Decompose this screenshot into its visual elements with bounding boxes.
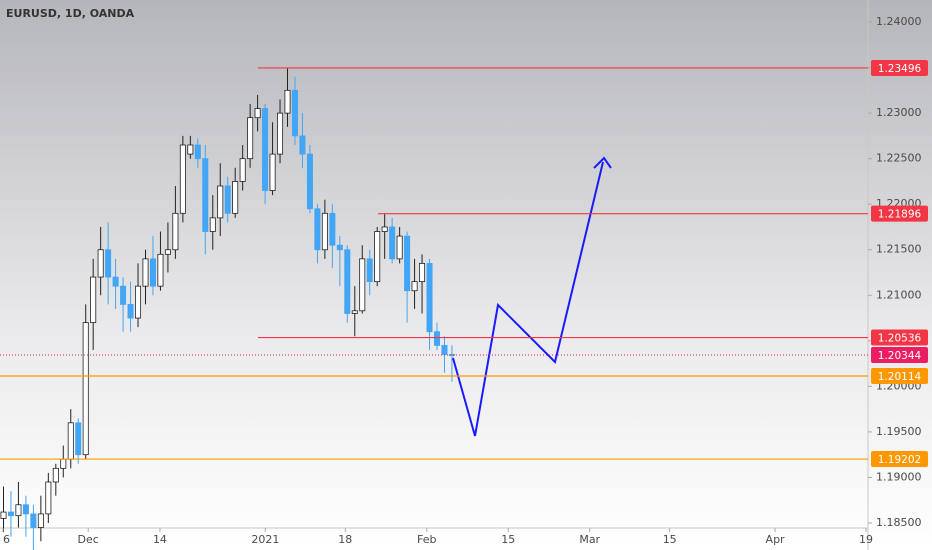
candle-body — [0, 511, 7, 519]
candle-body — [411, 281, 418, 292]
candle-body — [67, 422, 74, 460]
plot — [0, 67, 455, 550]
level-label: 1.23496 — [878, 63, 922, 75]
candle-body — [433, 331, 440, 346]
candle-body — [90, 276, 97, 324]
level-label: 1.19202 — [878, 454, 921, 466]
level-label-box — [871, 329, 928, 346]
candle-body — [15, 504, 22, 517]
candle-body — [336, 244, 343, 251]
candle-body — [45, 481, 52, 515]
candle-body — [217, 185, 224, 219]
level-label-box — [871, 59, 928, 76]
price-tick-label: 1.22500 — [876, 152, 922, 165]
candle-body — [179, 144, 186, 214]
candle-body — [239, 158, 246, 182]
time-tick-label: Apr — [766, 533, 786, 546]
candle-body — [359, 258, 366, 312]
candle-body — [187, 144, 194, 155]
candle-body — [127, 303, 134, 319]
candle-body — [224, 185, 231, 214]
time-tick-label: 15 — [663, 533, 677, 546]
level-label-box — [871, 367, 928, 384]
candle-body — [419, 263, 426, 283]
time-tick-label: 6 — [3, 533, 10, 546]
candle-body — [202, 158, 209, 232]
candle-body — [164, 249, 171, 255]
price-tick-label: 1.23000 — [876, 106, 922, 119]
candle-body — [321, 212, 328, 251]
candle-body — [254, 108, 261, 119]
time-tick-label: 14 — [153, 533, 167, 546]
level-label: 1.20114 — [878, 371, 922, 383]
price-tick-label: 1.19500 — [876, 425, 922, 438]
candle-body — [247, 117, 254, 160]
price-tick-label: 1.24000 — [876, 15, 922, 28]
last-price-label: 1.20344 — [878, 350, 922, 362]
level-label: 1.21896 — [878, 209, 922, 221]
candle-body — [448, 354, 455, 356]
candle-body — [135, 285, 142, 319]
forecast-drawing — [452, 161, 604, 437]
candle-body — [97, 249, 104, 278]
candle-body — [60, 458, 67, 469]
candle-body — [306, 153, 313, 210]
candle-body — [75, 422, 82, 456]
time-tick-label: Mar — [579, 533, 600, 546]
candle-body — [157, 253, 164, 287]
candle-body — [381, 226, 388, 232]
candle-body — [277, 112, 284, 155]
candle-body — [7, 511, 14, 517]
candle-body — [120, 285, 127, 305]
candle-body — [351, 310, 358, 314]
candle-body — [396, 235, 403, 260]
candle-body — [52, 467, 59, 483]
price-tick-label: 1.19000 — [876, 470, 922, 483]
price-tick-label: 1.18500 — [876, 516, 922, 529]
candle-body — [299, 135, 306, 155]
candle-body — [344, 249, 351, 314]
candle-body — [426, 263, 433, 333]
candle-body — [30, 513, 37, 528]
level-label-box — [871, 451, 928, 468]
candle-body — [172, 212, 179, 251]
symbol-title: EURUSD, 1D, OANDA — [6, 7, 135, 20]
forecast-arrowhead — [593, 156, 612, 169]
candle-body — [105, 249, 112, 278]
candle-body — [194, 144, 201, 160]
candle-body — [112, 276, 119, 287]
candle-body — [329, 212, 336, 246]
time-tick-label: Dec — [78, 533, 99, 546]
time-tick-label: 2021 — [251, 533, 279, 546]
candle-body — [22, 504, 29, 515]
candle-body — [37, 513, 44, 528]
candle-body — [314, 208, 321, 251]
candle-body — [374, 231, 381, 283]
candle-body — [209, 217, 216, 232]
candle-body — [232, 181, 239, 214]
candle-body — [82, 322, 89, 456]
time-tick-label: 15 — [501, 533, 515, 546]
level-label: 1.20536 — [878, 333, 922, 345]
candle-body — [366, 258, 373, 283]
candle-body — [389, 226, 396, 260]
last-price-box — [871, 347, 928, 364]
price-tick-label: 1.21500 — [876, 243, 922, 256]
time-tick-label: 19 — [859, 533, 873, 546]
candle-body — [284, 89, 291, 114]
price-tick-label: 1.21000 — [876, 288, 922, 301]
candle-body — [404, 235, 411, 292]
level-label-box — [871, 205, 928, 222]
candle-body — [269, 153, 276, 191]
time-tick-label: Feb — [417, 533, 436, 546]
candle-body — [142, 258, 149, 287]
time-tick-label: 18 — [338, 533, 352, 546]
candle-body — [441, 344, 448, 355]
candle-body — [291, 89, 298, 137]
candle-body — [149, 258, 156, 287]
candle-body — [262, 108, 269, 191]
